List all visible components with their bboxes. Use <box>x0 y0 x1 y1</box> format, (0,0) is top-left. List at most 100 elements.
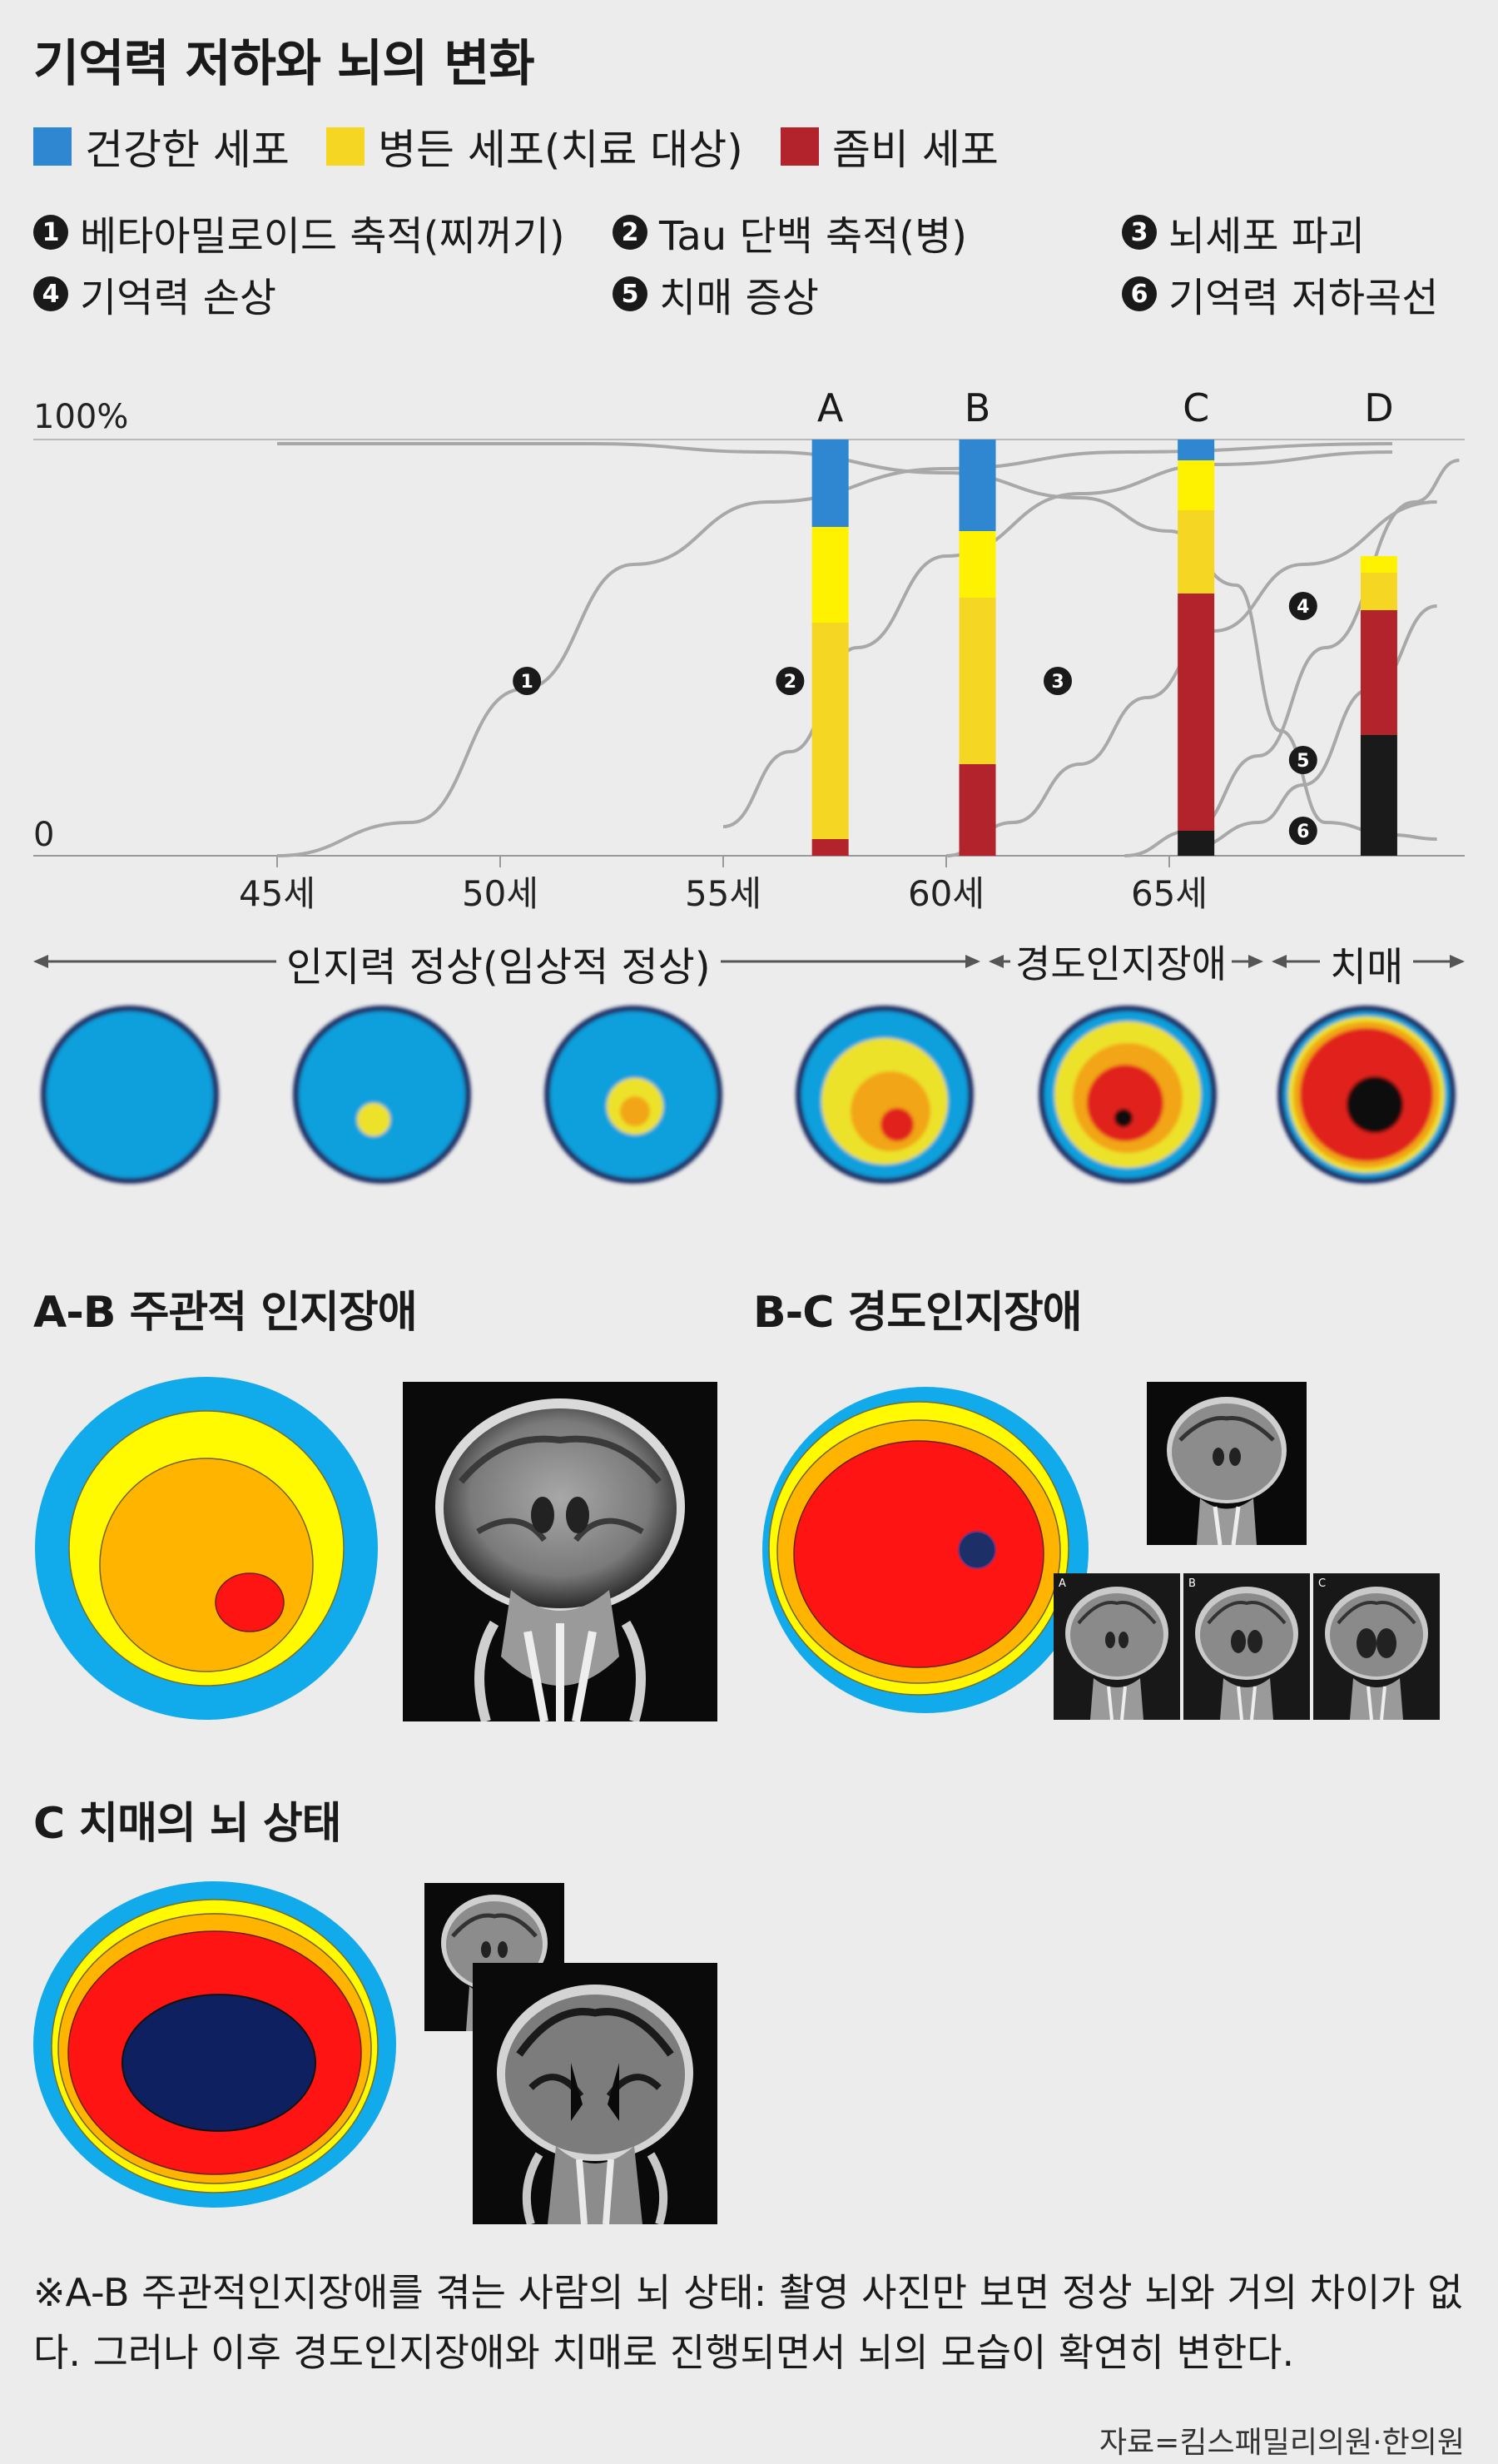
mri-label-a: A <box>1059 1577 1066 1590</box>
curve-1 <box>276 442 1393 857</box>
mri-label-c: C <box>1318 1577 1326 1590</box>
mri-label-b: B <box>1188 1577 1196 1590</box>
x-tick-label: 55세 <box>685 873 761 914</box>
legend-swatch-blue <box>33 127 72 166</box>
curve-marker-1 <box>513 667 542 695</box>
progression-stage-2 <box>293 1006 471 1184</box>
bar-segment-blue <box>811 440 849 527</box>
legend-swatch-red <box>781 127 819 166</box>
bar-label-D: D <box>1364 385 1393 430</box>
number-6-icon: 6 <box>1122 276 1157 311</box>
legend-zombie: 좀비 세포 <box>781 117 999 176</box>
footnote: ※A-B 주관적인지장애를 겪는 사람의 뇌 상태: 촬영 사진만 보면 정상 … <box>33 2270 1463 2375</box>
note-label: 치매 증상 <box>659 275 819 321</box>
curve-marker-label: 5 <box>1297 751 1309 772</box>
y-tick-label: 0 <box>33 816 54 854</box>
ab-brain-diagram <box>35 1377 378 1720</box>
legend-diseased: 병든 세포(치료 대상) <box>326 117 743 176</box>
bar-label-C: C <box>1183 385 1209 430</box>
bar-segment-yellow <box>959 598 996 764</box>
legend-swatch-yellow <box>326 127 365 166</box>
bar-segment-red <box>959 764 996 856</box>
bar-segment-black <box>1360 735 1397 856</box>
number-5-icon: 5 <box>613 276 647 311</box>
x-tick-label: 65세 <box>1131 873 1208 914</box>
c-brain-diagram <box>33 1881 396 2208</box>
note-label: Tau 단백 축적(병) <box>659 213 967 260</box>
bar-label-A: A <box>817 385 844 430</box>
note-1: 1 베타아밀로이드 축적(찌꺼기) <box>33 203 565 261</box>
bar-segment-bright-yellow <box>1178 460 1215 510</box>
curve-marker-label: 6 <box>1297 822 1309 842</box>
curve-marker-5 <box>1288 746 1317 774</box>
bar-segment-black <box>1178 831 1215 856</box>
bc-mri-top <box>1147 1382 1307 1545</box>
progression-stage-1 <box>41 1006 219 1184</box>
bar-segment-red <box>811 839 849 856</box>
legend-healthy: 건강한 세포 <box>33 117 290 176</box>
curve-marker-2 <box>776 667 805 695</box>
brain-progression-circles <box>41 1006 1456 1184</box>
number-4-icon: 4 <box>33 276 68 311</box>
bc-mri-c: C <box>1313 1573 1440 1720</box>
note-5: 5 치매 증상 <box>613 265 819 323</box>
progression-stage-6 <box>1277 1006 1456 1184</box>
y-tick-label: 100% <box>33 398 128 436</box>
x-tick-label: 45세 <box>239 873 315 914</box>
curve-marker-label: 3 <box>1051 672 1064 693</box>
bar-segment-yellow <box>811 623 849 839</box>
progression-stage-3 <box>544 1006 722 1184</box>
bar-segment-bright-yellow <box>959 531 996 598</box>
note-6: 6 기억력 저하곡선 <box>1122 265 1438 323</box>
stage-dementia-label: 치매 <box>1320 934 1414 992</box>
stage-arrows <box>33 955 1465 968</box>
number-2-icon: 2 <box>613 215 647 250</box>
note-3: 3 뇌세포 파괴 <box>1122 203 1365 261</box>
bar-segment-red <box>1178 594 1215 831</box>
curve-marker-label: 4 <box>1297 597 1309 618</box>
curve-marker-4 <box>1288 592 1317 620</box>
note-label: 기억력 저하곡선 <box>1168 275 1439 321</box>
bar-label-B: B <box>965 385 991 430</box>
number-3-icon: 3 <box>1122 215 1157 250</box>
curve-marker-6 <box>1288 817 1317 845</box>
bar-segment-blue <box>1178 440 1215 460</box>
bar-segment-red <box>1360 610 1397 735</box>
curve-3 <box>945 500 1437 857</box>
c-mri-large <box>473 1963 717 2224</box>
progression-stage-4 <box>796 1006 974 1184</box>
bar-segment-yellow <box>1178 510 1215 594</box>
section-title-ab: A-B 주관적 인지장애 <box>33 1288 418 1338</box>
curve-4 <box>1124 459 1460 857</box>
curve-5 <box>1191 604 1437 849</box>
stage-mci-label: 경도인지장애 <box>1010 934 1232 989</box>
bar-segment-bright-yellow <box>811 527 849 623</box>
number-1-icon: 1 <box>33 215 68 250</box>
x-tick-label: 50세 <box>462 873 538 914</box>
page-title: 기억력 저하와 뇌의 변화 <box>33 35 535 93</box>
note-label: 베타아밀로이드 축적(찌꺼기) <box>80 213 565 260</box>
ab-mri-image <box>403 1382 717 1721</box>
bc-mri-a: A <box>1054 1573 1180 1720</box>
curve-marker-label: 1 <box>521 672 533 693</box>
section-title-bc: B-C 경도인지장애 <box>753 1288 1083 1338</box>
bar-segment-bright-yellow <box>1360 556 1397 573</box>
legend-label: 건강한 세포 <box>85 126 290 174</box>
curve-6 <box>277 442 1437 841</box>
note-label: 뇌세포 파괴 <box>1168 213 1366 260</box>
note-label: 기억력 손상 <box>80 275 277 321</box>
bar-segment-yellow <box>1360 573 1397 610</box>
legend-label: 좀비 세포 <box>832 126 999 174</box>
legend-label: 병든 세포(치료 대상) <box>378 126 743 174</box>
x-tick-label: 60세 <box>908 873 985 914</box>
bc-mri-b: B <box>1183 1573 1310 1720</box>
section-title-c: C 치매의 뇌 상태 <box>33 1799 342 1849</box>
curve-marker-label: 2 <box>784 672 796 693</box>
progression-stage-5 <box>1039 1006 1217 1184</box>
source-credit: 자료=킴스패밀리의원·한의원 <box>1099 2426 1465 2460</box>
bar-segment-blue <box>959 440 996 531</box>
bc-brain-diagram <box>762 1387 1089 1713</box>
note-4: 4 기억력 손상 <box>33 265 276 323</box>
curve-marker-3 <box>1044 667 1072 695</box>
memory-decline-chart: 100% 0 45세 50세 55세 60세 65세 A B C D 1 2 3 4 5 6 <box>33 385 1465 914</box>
